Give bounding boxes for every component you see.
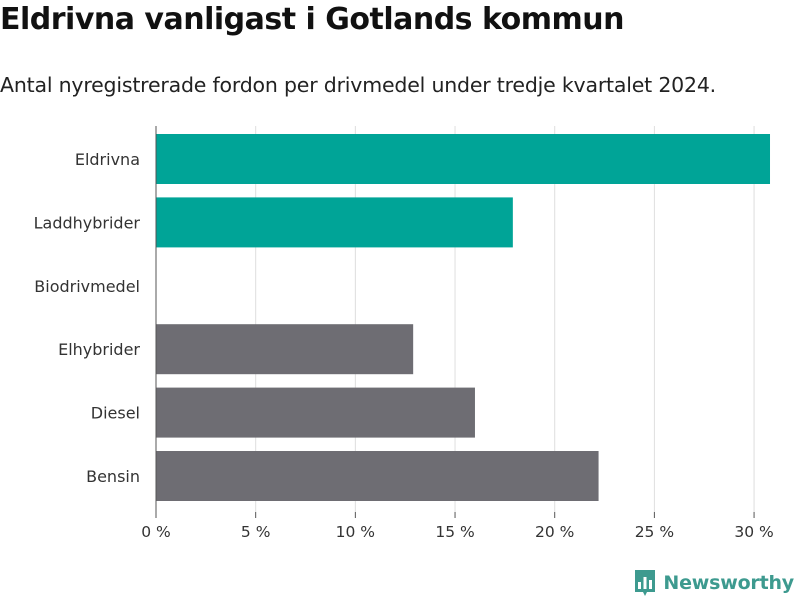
x-tick-label: 0 % — [141, 523, 171, 541]
category-label: Diesel — [91, 404, 140, 423]
bar — [156, 197, 513, 248]
category-labels: Eldrivna Laddhybrider Biodrivmedel Elhybrid… — [34, 150, 141, 486]
brand-logo: Newsworthy — [633, 568, 794, 598]
x-tick-label: 25 % — [635, 523, 674, 541]
chart-title: Eldrivna vanligast i Gotlands kommun — [0, 2, 624, 37]
category-label: Eldrivna — [75, 150, 140, 169]
x-tick-label: 10 % — [336, 523, 375, 541]
category-label: Laddhybrider — [34, 213, 141, 232]
x-tick-label: 15 % — [435, 523, 474, 541]
bar — [156, 387, 475, 438]
bar — [156, 134, 771, 184]
chart-subtitle: Antal nyregistrerade fordon per drivmede… — [0, 73, 717, 97]
x-tick-label: 20 % — [535, 523, 574, 541]
x-tick-label: 5 % — [241, 523, 271, 541]
grid-lines — [255, 126, 755, 512]
x-tick-label: 30 % — [734, 523, 773, 541]
category-label: Bensin — [86, 467, 140, 486]
brand-name: Newsworthy — [663, 572, 794, 594]
newsworthy-logo-icon — [635, 570, 656, 596]
x-axis: 0 % 5 % 10 % 15 % 20 % 25 % 30 % — [141, 126, 774, 541]
category-label: Elhybrider — [58, 340, 140, 359]
bar — [156, 451, 599, 501]
bar — [156, 324, 414, 375]
bars — [156, 134, 771, 501]
category-label: Biodrivmedel — [34, 277, 140, 296]
